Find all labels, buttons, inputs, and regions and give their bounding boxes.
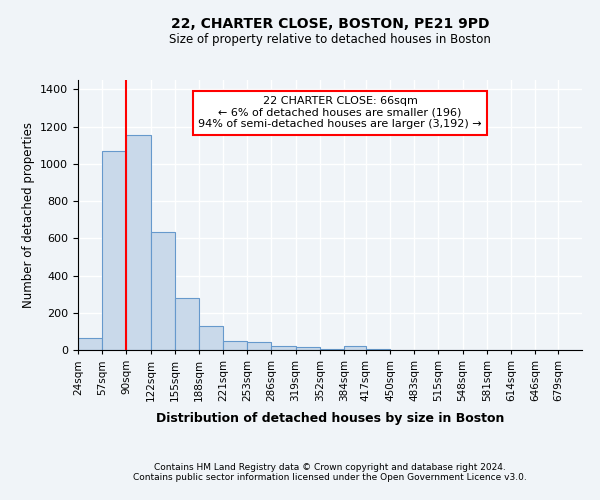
Bar: [344, 346, 366, 350]
Bar: [127, 135, 151, 350]
Bar: [151, 232, 175, 350]
Text: 22, CHARTER CLOSE, BOSTON, PE21 9PD: 22, CHARTER CLOSE, BOSTON, PE21 9PD: [171, 18, 489, 32]
Bar: [102, 151, 127, 350]
Text: Size of property relative to detached houses in Boston: Size of property relative to detached ho…: [169, 32, 491, 46]
Bar: [175, 298, 199, 350]
Y-axis label: Number of detached properties: Number of detached properties: [22, 122, 35, 308]
Bar: [320, 349, 344, 350]
Bar: [271, 346, 296, 350]
Bar: [223, 340, 247, 350]
Text: Contains public sector information licensed under the Open Government Licence v3: Contains public sector information licen…: [133, 474, 527, 482]
Bar: [199, 326, 223, 350]
Bar: [78, 338, 102, 350]
X-axis label: Distribution of detached houses by size in Boston: Distribution of detached houses by size …: [156, 412, 504, 426]
Text: Contains HM Land Registry data © Crown copyright and database right 2024.: Contains HM Land Registry data © Crown c…: [154, 464, 506, 472]
Bar: [296, 347, 320, 350]
Text: 22 CHARTER CLOSE: 66sqm
← 6% of detached houses are smaller (196)
94% of semi-de: 22 CHARTER CLOSE: 66sqm ← 6% of detached…: [198, 96, 482, 130]
Bar: [247, 342, 271, 350]
